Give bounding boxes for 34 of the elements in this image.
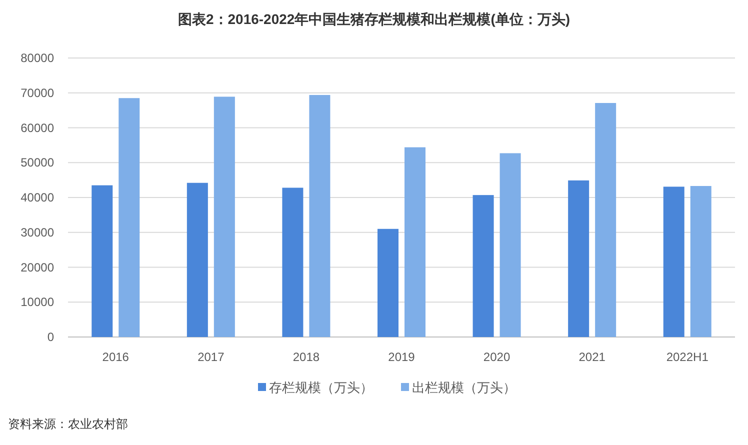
y-tick-label: 70000: [20, 86, 54, 100]
x-tick-label: 2019: [388, 350, 416, 364]
bar: [378, 228, 398, 337]
x-tick-label: 2018: [292, 350, 320, 364]
legend-label: 存栏规模（万头）: [269, 380, 373, 395]
y-tick-label: 20000: [20, 260, 54, 274]
bar: [500, 153, 521, 337]
bar: [568, 180, 590, 337]
y-tick-label: 0: [47, 330, 54, 344]
bar: [118, 98, 140, 337]
y-tick-label: 80000: [20, 51, 54, 65]
legend-label: 出栏规模（万头）: [412, 380, 516, 395]
bar: [404, 147, 426, 337]
x-tick-label: 2021: [578, 350, 606, 364]
chart-title: 图表2：2016-2022年中国生猪存栏规模和出栏规模(单位：万头): [178, 11, 570, 27]
bar: [282, 188, 304, 337]
bar: [92, 185, 113, 337]
y-tick-label: 10000: [20, 295, 54, 310]
x-tick-label: 2022H1: [666, 350, 709, 364]
bar: [186, 182, 208, 337]
y-tick-label: 40000: [20, 190, 54, 204]
bar: [214, 96, 235, 337]
x-tick-label: 2020: [483, 350, 510, 364]
y-tick-label: 30000: [20, 225, 54, 240]
x-tick-label: 2016: [102, 350, 130, 364]
bar: [690, 186, 712, 337]
text: 资料来源：农业农村部: [8, 417, 128, 431]
y-tick-label: 50000: [20, 156, 54, 170]
bar: [472, 195, 494, 337]
bar: [595, 102, 616, 337]
bar: [663, 186, 684, 337]
x-tick-label: 2017: [198, 350, 225, 364]
bar: [309, 94, 330, 337]
y-tick-label: 60000: [20, 120, 54, 135]
